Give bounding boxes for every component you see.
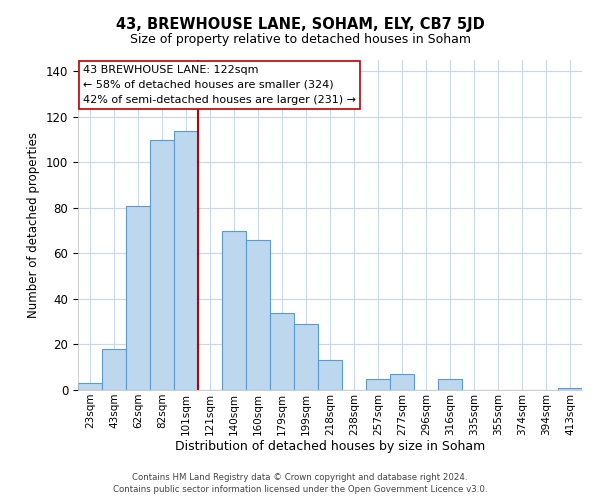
Bar — [246, 240, 270, 390]
Bar — [102, 349, 126, 390]
Bar — [222, 230, 246, 390]
Bar — [126, 206, 150, 390]
Bar — [438, 378, 462, 390]
Bar — [390, 374, 414, 390]
Bar — [366, 378, 390, 390]
Text: 43, BREWHOUSE LANE, SOHAM, ELY, CB7 5JD: 43, BREWHOUSE LANE, SOHAM, ELY, CB7 5JD — [116, 18, 484, 32]
Text: Contains HM Land Registry data © Crown copyright and database right 2024.: Contains HM Land Registry data © Crown c… — [132, 472, 468, 482]
Bar — [174, 130, 198, 390]
Bar — [294, 324, 318, 390]
Bar — [558, 388, 582, 390]
X-axis label: Distribution of detached houses by size in Soham: Distribution of detached houses by size … — [175, 440, 485, 454]
Text: Size of property relative to detached houses in Soham: Size of property relative to detached ho… — [130, 32, 470, 46]
Bar — [270, 312, 294, 390]
Bar — [150, 140, 174, 390]
Y-axis label: Number of detached properties: Number of detached properties — [28, 132, 40, 318]
Bar — [318, 360, 342, 390]
Text: Contains public sector information licensed under the Open Government Licence v3: Contains public sector information licen… — [113, 485, 487, 494]
Text: 43 BREWHOUSE LANE: 122sqm
← 58% of detached houses are smaller (324)
42% of semi: 43 BREWHOUSE LANE: 122sqm ← 58% of detac… — [83, 65, 356, 104]
Bar — [78, 383, 102, 390]
